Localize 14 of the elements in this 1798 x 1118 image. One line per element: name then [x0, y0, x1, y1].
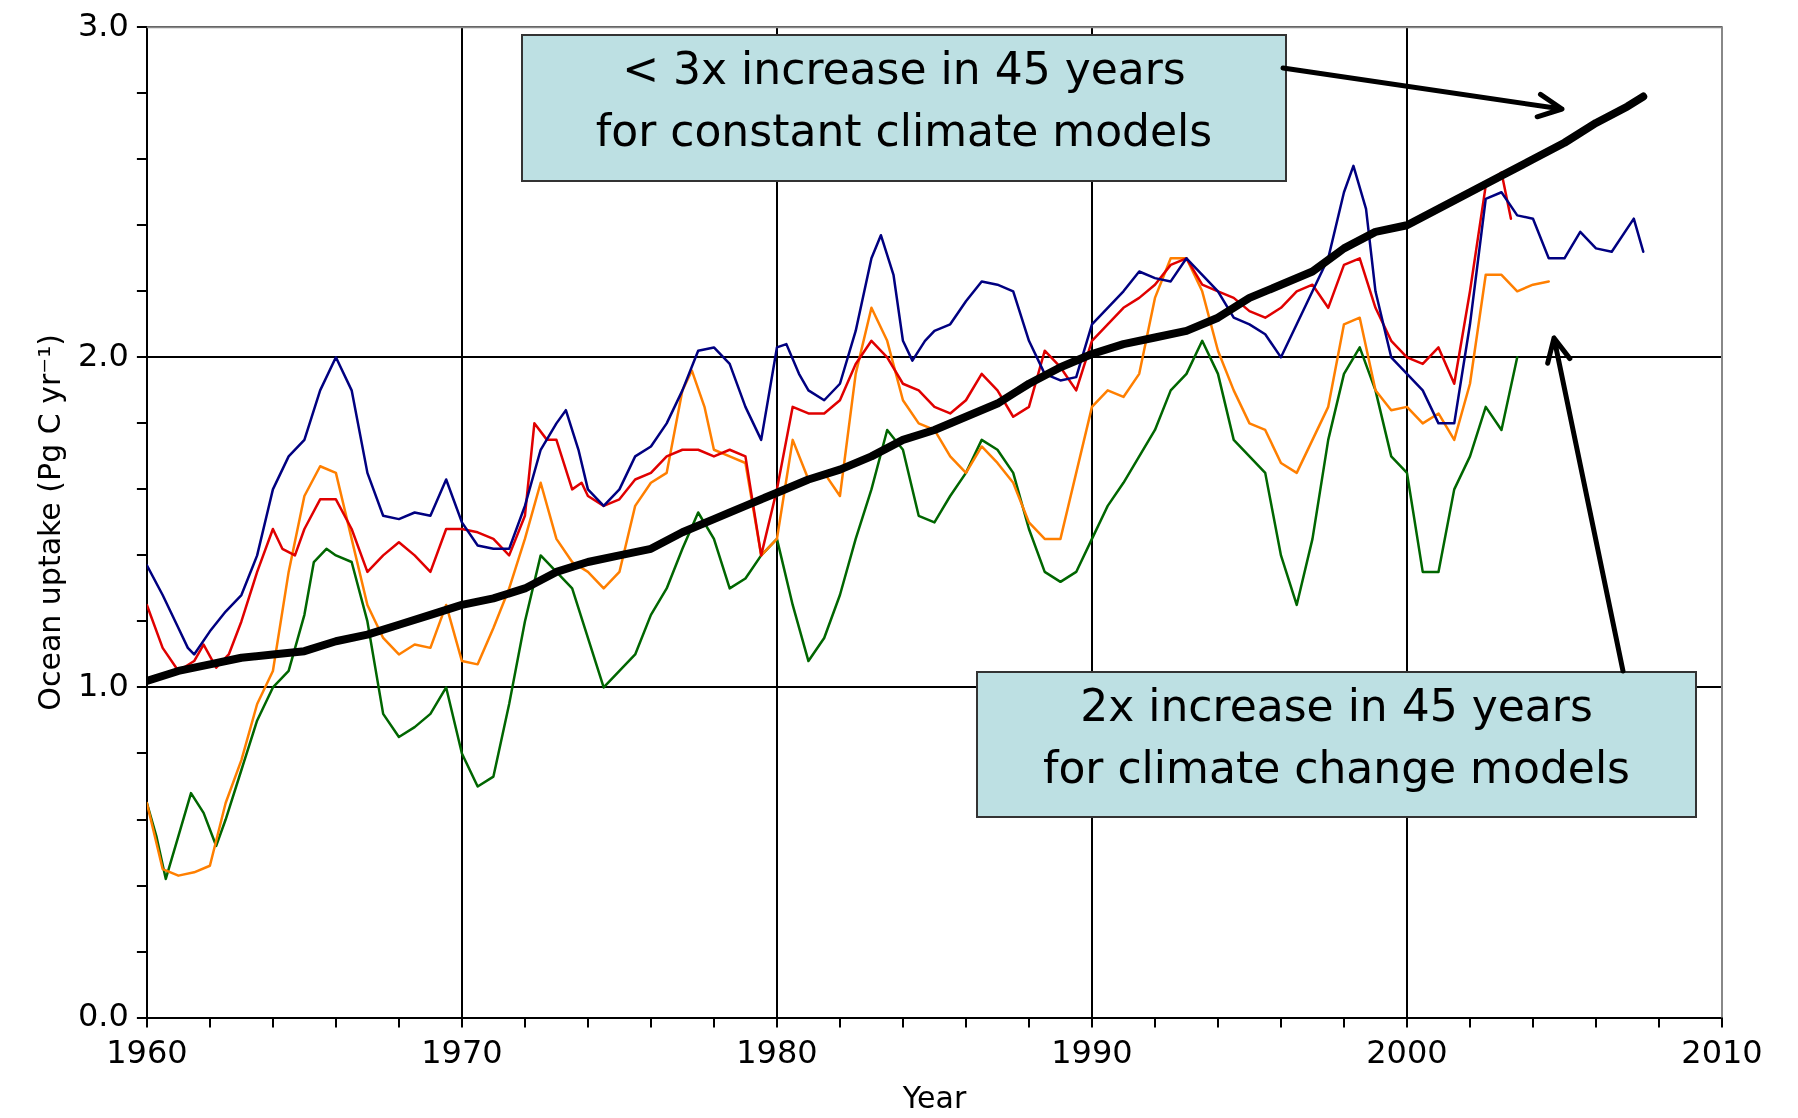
x-tick-label: 1970 — [421, 1033, 503, 1072]
x-tick-label: 1990 — [1051, 1033, 1133, 1072]
x-tick-label: 1960 — [106, 1033, 188, 1072]
y-tick-label: 3.0 — [78, 5, 129, 44]
y-tick-label: 2.0 — [78, 335, 129, 374]
y-tick-label: 1.0 — [78, 665, 129, 704]
y-tick-label: 0.0 — [78, 995, 129, 1034]
y-axis-title: Ocean uptake (Pg C yr⁻¹) — [31, 334, 67, 711]
callout-box: 2x increase in 45 years for climate change models — [976, 671, 1697, 818]
x-tick-label: 1980 — [736, 1033, 818, 1072]
callout-box: < 3x increase in 45 years for constant climate models — [521, 34, 1287, 182]
x-axis-title: Year — [901, 1079, 967, 1115]
x-tick-label: 2010 — [1681, 1033, 1763, 1072]
x-tick-label: 2000 — [1366, 1033, 1448, 1072]
